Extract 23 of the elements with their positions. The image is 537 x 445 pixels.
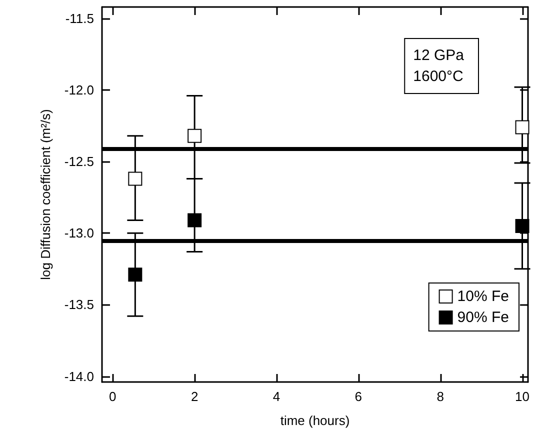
y-tick-label: -12.5	[64, 154, 94, 170]
x-axis-title: time (hours)	[280, 413, 350, 428]
y-tick-label: -11.5	[65, 10, 94, 26]
x-tick-label: 10	[515, 389, 530, 404]
point	[188, 213, 202, 228]
x-tick-label: 4	[272, 389, 280, 404]
y-tick-label: -13.0	[64, 226, 94, 241]
y-tick-label: -13.5	[64, 297, 94, 312]
point	[128, 172, 142, 186]
y-axis-title: log Diffusion coefficient (m²/s)	[38, 109, 53, 280]
x-tick-label: 8	[436, 389, 444, 404]
point	[515, 218, 530, 233]
point	[128, 268, 142, 282]
point	[515, 120, 530, 134]
x-tick-label: 2	[190, 389, 198, 404]
y-tick-label: -12.0	[64, 82, 94, 98]
annotation: 12 GPa 1600°C	[413, 47, 465, 85]
x-tick-label: 6	[354, 389, 362, 404]
legend-label: 10% Fe	[457, 288, 510, 305]
point	[188, 128, 202, 143]
x-tick-label: 0	[109, 389, 116, 404]
legend-label: 90% Fe	[457, 309, 510, 326]
y-tick-label: -14.0	[64, 368, 94, 384]
